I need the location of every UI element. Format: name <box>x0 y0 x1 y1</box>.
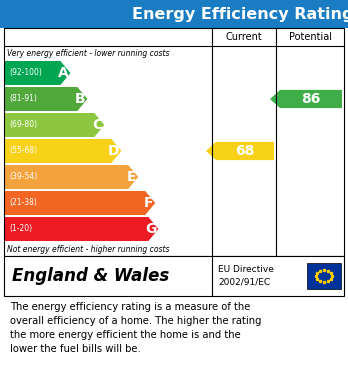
Bar <box>4 28 344 256</box>
Text: Energy Efficiency Rating: Energy Efficiency Rating <box>132 7 348 22</box>
Text: (39-54): (39-54) <box>9 172 37 181</box>
Text: (55-68): (55-68) <box>9 147 37 156</box>
Text: The energy efficiency rating is a measure of the
overall efficiency of a home. T: The energy efficiency rating is a measur… <box>10 302 261 354</box>
Text: (1-20): (1-20) <box>9 224 32 233</box>
Text: B: B <box>75 92 85 106</box>
Polygon shape <box>5 61 70 85</box>
Polygon shape <box>5 165 138 189</box>
Polygon shape <box>206 142 274 160</box>
Text: (69-80): (69-80) <box>9 120 37 129</box>
Bar <box>4 256 344 296</box>
Polygon shape <box>5 113 104 137</box>
Text: A: A <box>58 66 69 80</box>
Text: E: E <box>127 170 136 184</box>
Text: F: F <box>144 196 153 210</box>
Polygon shape <box>5 217 158 241</box>
Text: (21-38): (21-38) <box>9 199 37 208</box>
Bar <box>0 0 348 28</box>
Text: 2002/91/EC: 2002/91/EC <box>218 278 270 287</box>
Polygon shape <box>270 90 342 108</box>
Polygon shape <box>5 139 121 163</box>
Text: Potential: Potential <box>288 32 332 42</box>
Text: D: D <box>108 144 119 158</box>
Text: 68: 68 <box>235 144 255 158</box>
Text: Not energy efficient - higher running costs: Not energy efficient - higher running co… <box>7 244 169 253</box>
Text: Current: Current <box>226 32 262 42</box>
Polygon shape <box>5 87 87 111</box>
Text: (81-91): (81-91) <box>9 95 37 104</box>
Polygon shape <box>5 191 155 215</box>
Text: (92-100): (92-100) <box>9 68 42 77</box>
Bar <box>307 263 341 289</box>
Text: England & Wales: England & Wales <box>12 267 169 285</box>
Text: EU Directive: EU Directive <box>218 265 274 274</box>
Text: G: G <box>145 222 156 236</box>
Text: C: C <box>92 118 102 132</box>
Text: Very energy efficient - lower running costs: Very energy efficient - lower running co… <box>7 48 169 57</box>
Text: 86: 86 <box>301 92 321 106</box>
